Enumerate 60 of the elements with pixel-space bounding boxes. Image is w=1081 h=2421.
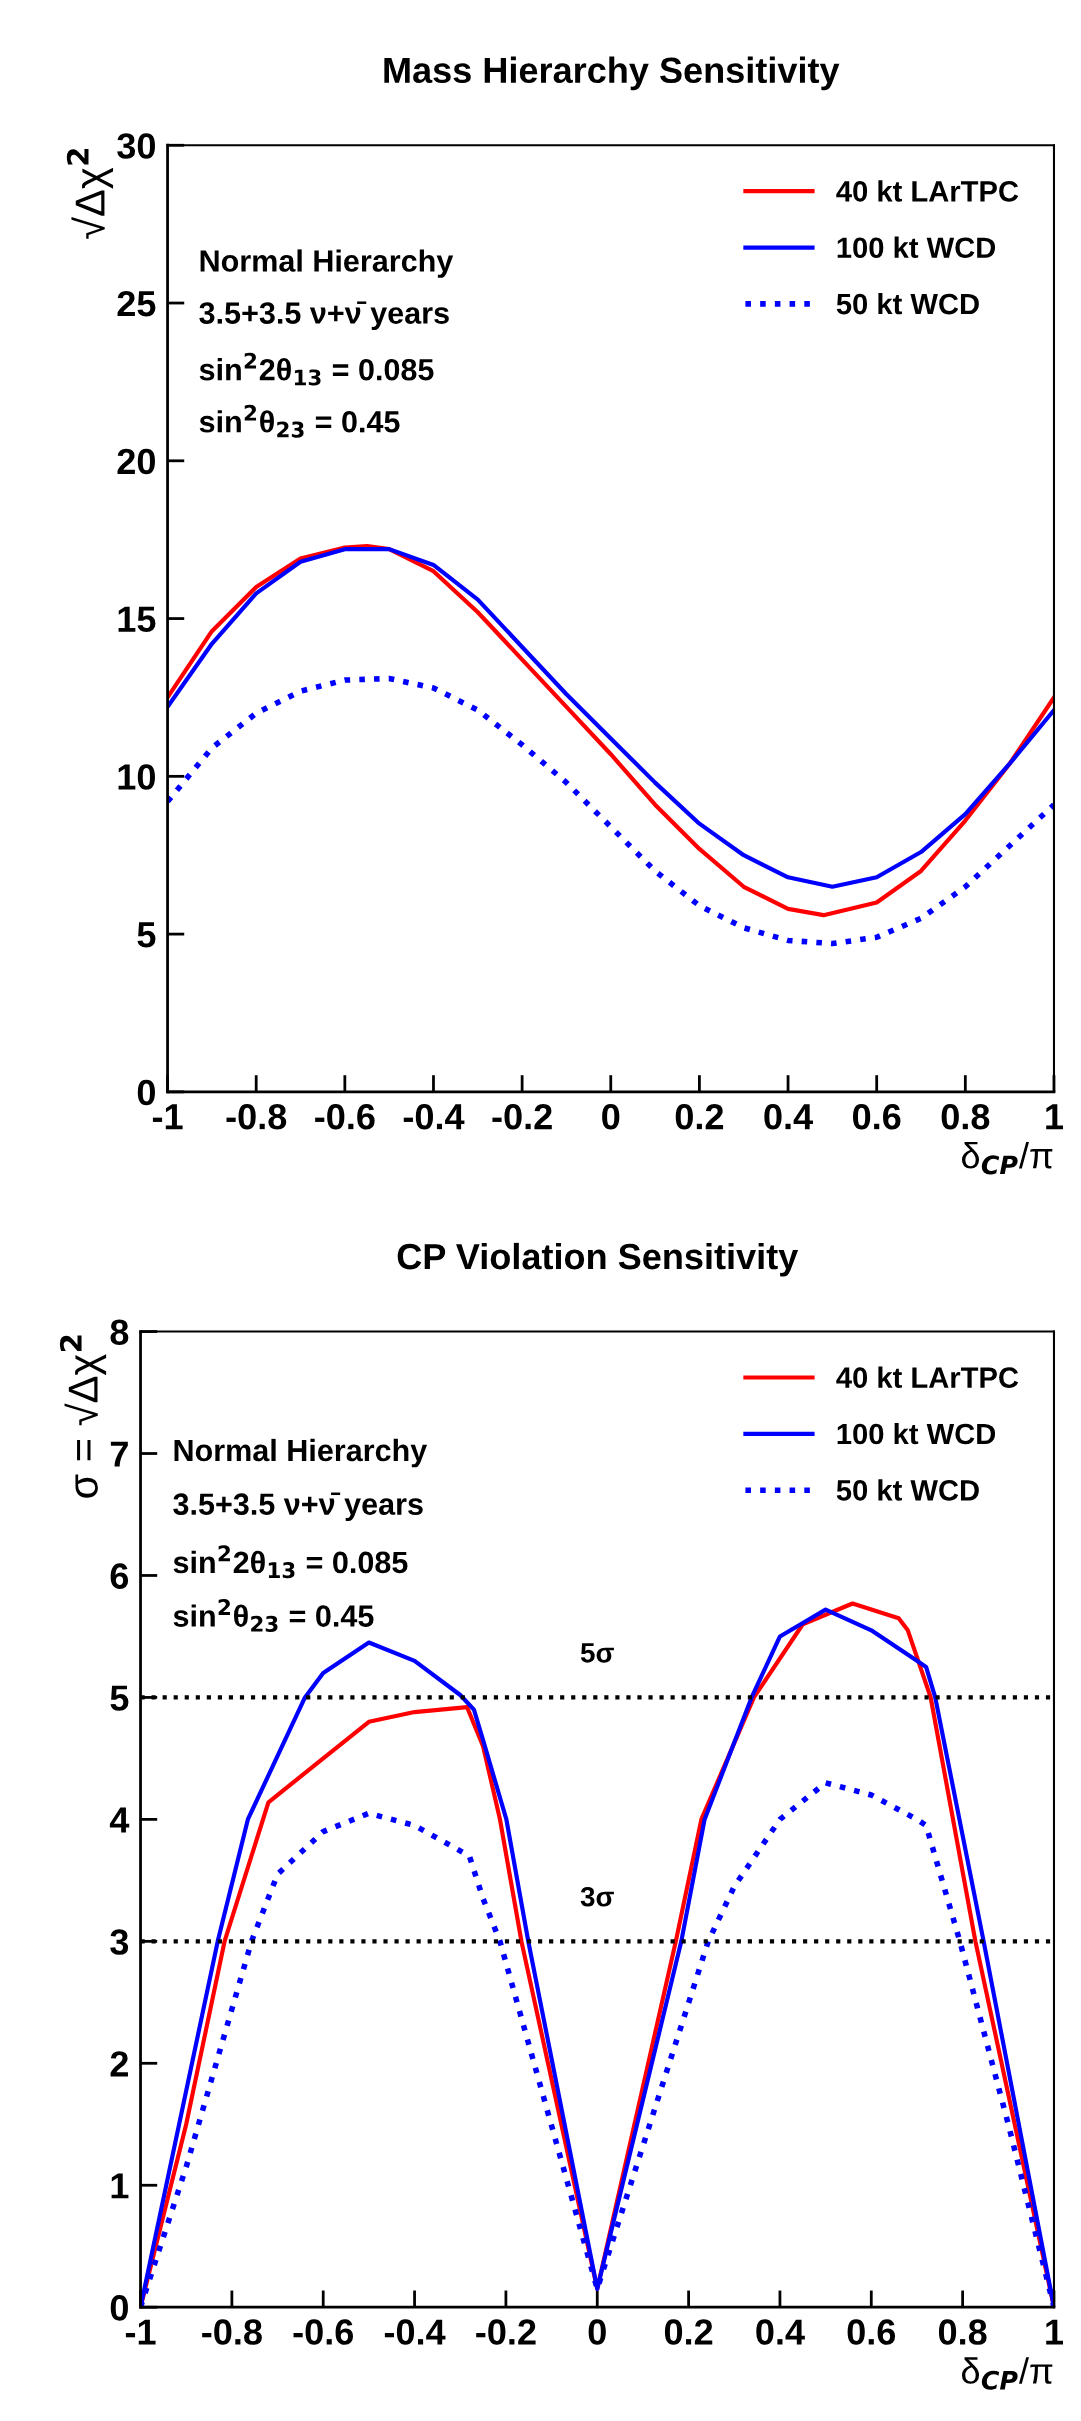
y-tick-label: 30 [117, 133, 155, 159]
x-tick-label: 0.6 [847, 2319, 896, 2345]
y-tick-label: 25 [117, 290, 156, 317]
x-tick-label: -0.6 [315, 1103, 375, 1130]
y-tick-label: 7 [110, 1441, 128, 1467]
x-tick-label: 0 [588, 2319, 606, 2345]
y-tick-label: 4 [109, 1807, 130, 1833]
legend-label: 40 kt LArTPC [836, 180, 1019, 202]
x-tick-label: 0.8 [938, 2319, 987, 2345]
y-tick-label: 8 [110, 1319, 129, 1345]
x-axis-title: δ$_{CP}$/π [961, 2357, 1053, 2390]
x-tick-label: 0 [602, 1103, 620, 1130]
annotation: sin$^{2}$2θ$_{13}$ = 0.085 [199, 352, 434, 386]
x-tick-label: 0.2 [675, 1103, 724, 1130]
chart-title: CP Violation Sensitivity [397, 1242, 799, 1277]
x-tick-label: 0.6 [853, 1103, 901, 1130]
x-tick-label: 0.8 [941, 1103, 990, 1130]
x-tick-label: -0.2 [492, 1103, 552, 1130]
y-tick-label: 10 [118, 764, 155, 790]
annotation: sin$^{2}$θ$_{23}$ = 0.45 [199, 404, 400, 438]
x-tick-label: -0.4 [403, 1103, 465, 1130]
y-axis-title: √Δχ$^{2}$ [66, 149, 114, 239]
y-tick-label: 20 [117, 448, 155, 475]
x-tick-label: -0.8 [226, 1103, 287, 1130]
annotation: 3.5+3.5 ν+ν̄ years [199, 301, 449, 330]
legend-label: 50 kt WCD [836, 292, 979, 315]
annotation: 3.5+3.5 ν+ν̄ years [173, 1492, 423, 1522]
y-tick-label: 5 [110, 1685, 129, 1711]
x-tick-label: -1 [125, 2319, 156, 2345]
x-tick-label: -0.2 [476, 2319, 536, 2345]
annotation: sin$^{2}$2θ$_{13}$ = 0.085 [173, 1545, 408, 1579]
x-tick-label: -0.8 [202, 2319, 262, 2345]
legend-label: 50 kt WCD [836, 1479, 979, 1501]
x-tick-label: 1 [1046, 2319, 1064, 2345]
annotation: Normal Hierarchy [174, 1438, 428, 1468]
x-tick-label: -0.6 [293, 2319, 354, 2345]
x-tick-label: -0.4 [384, 2319, 446, 2345]
legend-label: 40 kt LArTPC [836, 1366, 1019, 1388]
ref-line-label: 5σ [580, 1643, 614, 1663]
y-tick-label: 0 [110, 2295, 128, 2321]
y-tick-label: 2 [110, 2051, 128, 2077]
annotation: Normal Hierarchy [200, 249, 454, 278]
ref-line-label: 3σ [580, 1886, 614, 1907]
y-axis-title: σ = √Δχ$^{2}$ [59, 1335, 107, 1498]
y-tick-label: 15 [118, 606, 156, 633]
legend-label: 100 kt WCD [837, 1422, 996, 1445]
x-tick-label: 0.4 [764, 1103, 813, 1130]
chart-title: Mass Hierarchy Sensitivity [384, 56, 840, 91]
x-tick-label: -1 [152, 1104, 183, 1130]
x-axis-title: δ$_{CP}$/π [961, 1142, 1053, 1175]
y-tick-label: 5 [137, 922, 156, 948]
x-tick-label: 0.4 [756, 2319, 805, 2345]
y-tick-label: 6 [110, 1563, 129, 1589]
x-tick-label: 0.2 [664, 2319, 713, 2345]
y-tick-label: 3 [110, 1929, 129, 1955]
y-tick-label: 0 [137, 1079, 155, 1106]
legend-label: 100 kt WCD [837, 236, 996, 259]
x-tick-label: 1 [1046, 1104, 1064, 1130]
annotation: sin$^{2}$θ$_{23}$ = 0.45 [173, 1599, 374, 1632]
y-tick-label: 1 [111, 2173, 129, 2199]
